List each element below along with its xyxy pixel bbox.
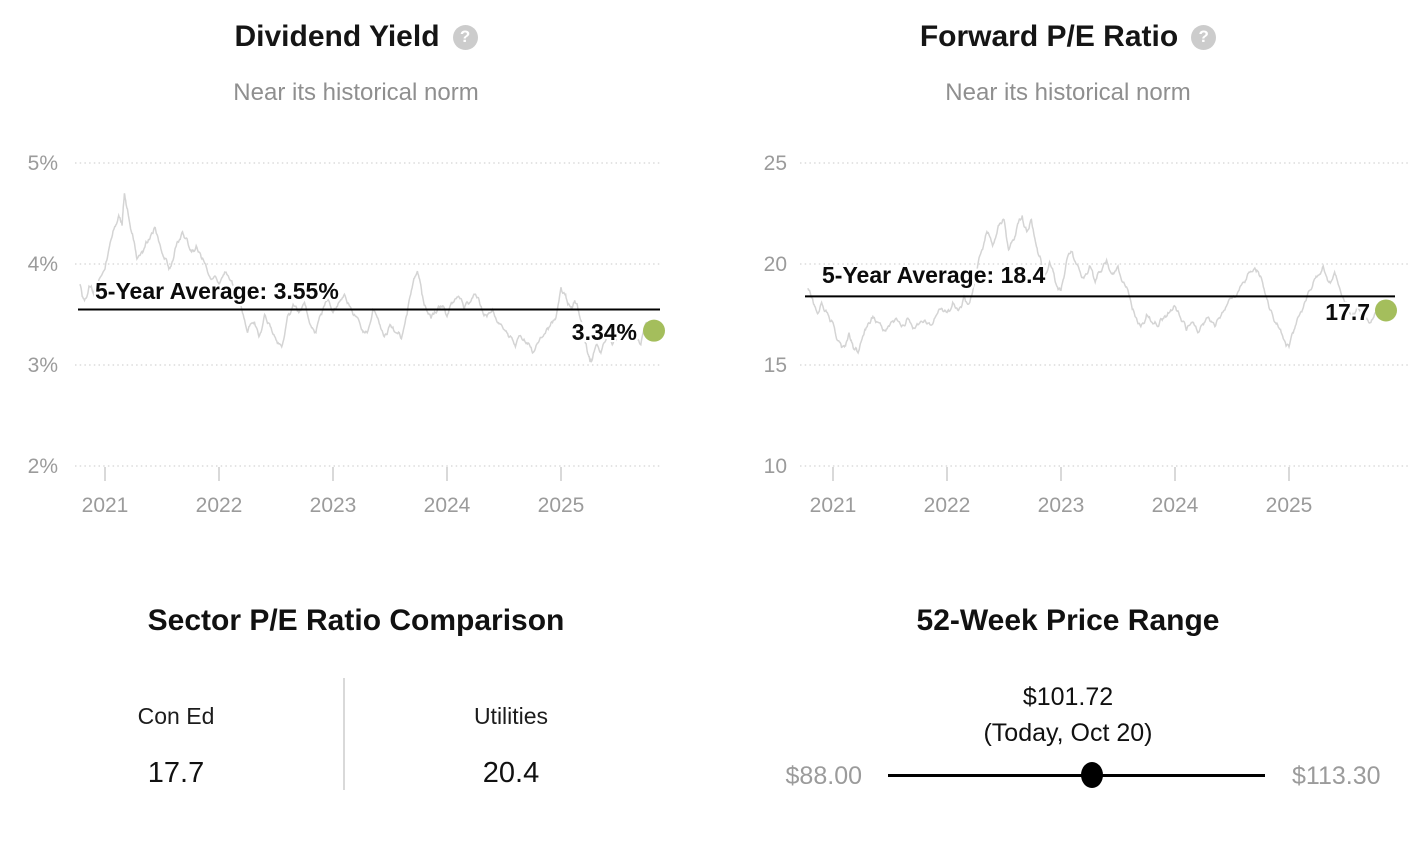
current-value-annotation: 3.34% — [571, 319, 637, 345]
y-axis-label: 4% — [28, 253, 58, 276]
chart-header: Dividend Yield ? — [0, 20, 712, 55]
y-axis-label: 3% — [28, 354, 58, 377]
comparison-label: Con Ed — [137, 703, 215, 729]
page-title: Dividend Yield — [234, 20, 440, 53]
x-axis-label: 2025 — [538, 494, 585, 517]
x-axis-label: 2023 — [1038, 494, 1085, 517]
current-value-annotation: 17.7 — [1325, 299, 1370, 325]
y-axis-label: 25 — [764, 152, 787, 175]
current-value-dot — [643, 319, 665, 342]
x-axis-label: 2022 — [924, 494, 971, 517]
price-range-52-week-panel: 52-Week Price Range $101.72 (Today, Oct … — [712, 560, 1424, 846]
dividend-yield-plot: 5% 4% 3% 2% 2021 2022 2023 2024 2025 — [28, 152, 665, 517]
chart-header: Forward P/E Ratio ? — [712, 20, 1424, 55]
comparison-value: 20.4 — [482, 757, 540, 789]
comparison-item-utilities: Utilities 20.4 — [352, 703, 670, 790]
series-line — [807, 215, 1387, 355]
y-axis-label: 2% — [28, 455, 58, 478]
sector-pe-comparison-panel: Sector P/E Ratio Comparison Con Ed 17.7 … — [0, 560, 712, 846]
average-annotation: 5-Year Average: 18.4 — [822, 262, 1046, 288]
series-line — [79, 193, 653, 363]
chart-subtitle: Near its historical norm — [945, 79, 1191, 106]
section-title: 52-Week Price Range — [916, 604, 1220, 637]
y-axis-label: 15 — [764, 354, 787, 377]
page-title: Forward P/E Ratio — [919, 20, 1179, 53]
price-range-dot — [1081, 762, 1103, 788]
current-value-dot — [1375, 299, 1397, 322]
y-axis-label: 20 — [764, 253, 787, 276]
x-axis-label: 2025 — [1266, 494, 1313, 517]
range-low-label: $88.00 — [785, 762, 862, 790]
x-axis-label: 2024 — [424, 494, 471, 517]
comparison-item-con-ed: Con Ed 17.7 — [0, 703, 352, 790]
x-axis-label: 2023 — [310, 494, 357, 517]
y-axis-label: 10 — [764, 455, 787, 478]
comparison-value: 17.7 — [147, 757, 205, 789]
x-axis-label: 2022 — [196, 494, 243, 517]
section-title: Sector P/E Ratio Comparison — [147, 604, 565, 637]
help-icon[interactable]: ? — [452, 24, 478, 50]
dividend-yield-panel: 5% 4% 3% 2% 2021 2022 2023 2024 2025 Dividend Yi… — [0, 0, 712, 560]
chart-subtitle: Near its historical norm — [233, 79, 479, 106]
help-icon[interactable]: ? — [1191, 24, 1217, 50]
range-track — [888, 774, 1265, 777]
current-price-date: (Today, Oct 20) — [983, 719, 1153, 747]
comparison-label: Utilities — [473, 703, 549, 729]
forward-pe-plot: 25 20 15 10 2021 2022 2023 2024 2025 — [764, 152, 1410, 517]
average-annotation: 5-Year Average: 3.55% — [95, 278, 339, 304]
forward-pe-panel: 25 20 15 10 2021 2022 2023 2024 2025 Forward P/E… — [712, 0, 1424, 560]
y-axis-label: 5% — [28, 152, 58, 175]
x-axis-label: 2021 — [82, 494, 129, 517]
current-price: $101.72 — [1022, 683, 1114, 711]
range-high-label: $113.30 — [1292, 762, 1381, 790]
x-axis-label: 2021 — [810, 494, 857, 517]
x-axis-label: 2024 — [1152, 494, 1199, 517]
vertical-divider — [343, 678, 345, 790]
